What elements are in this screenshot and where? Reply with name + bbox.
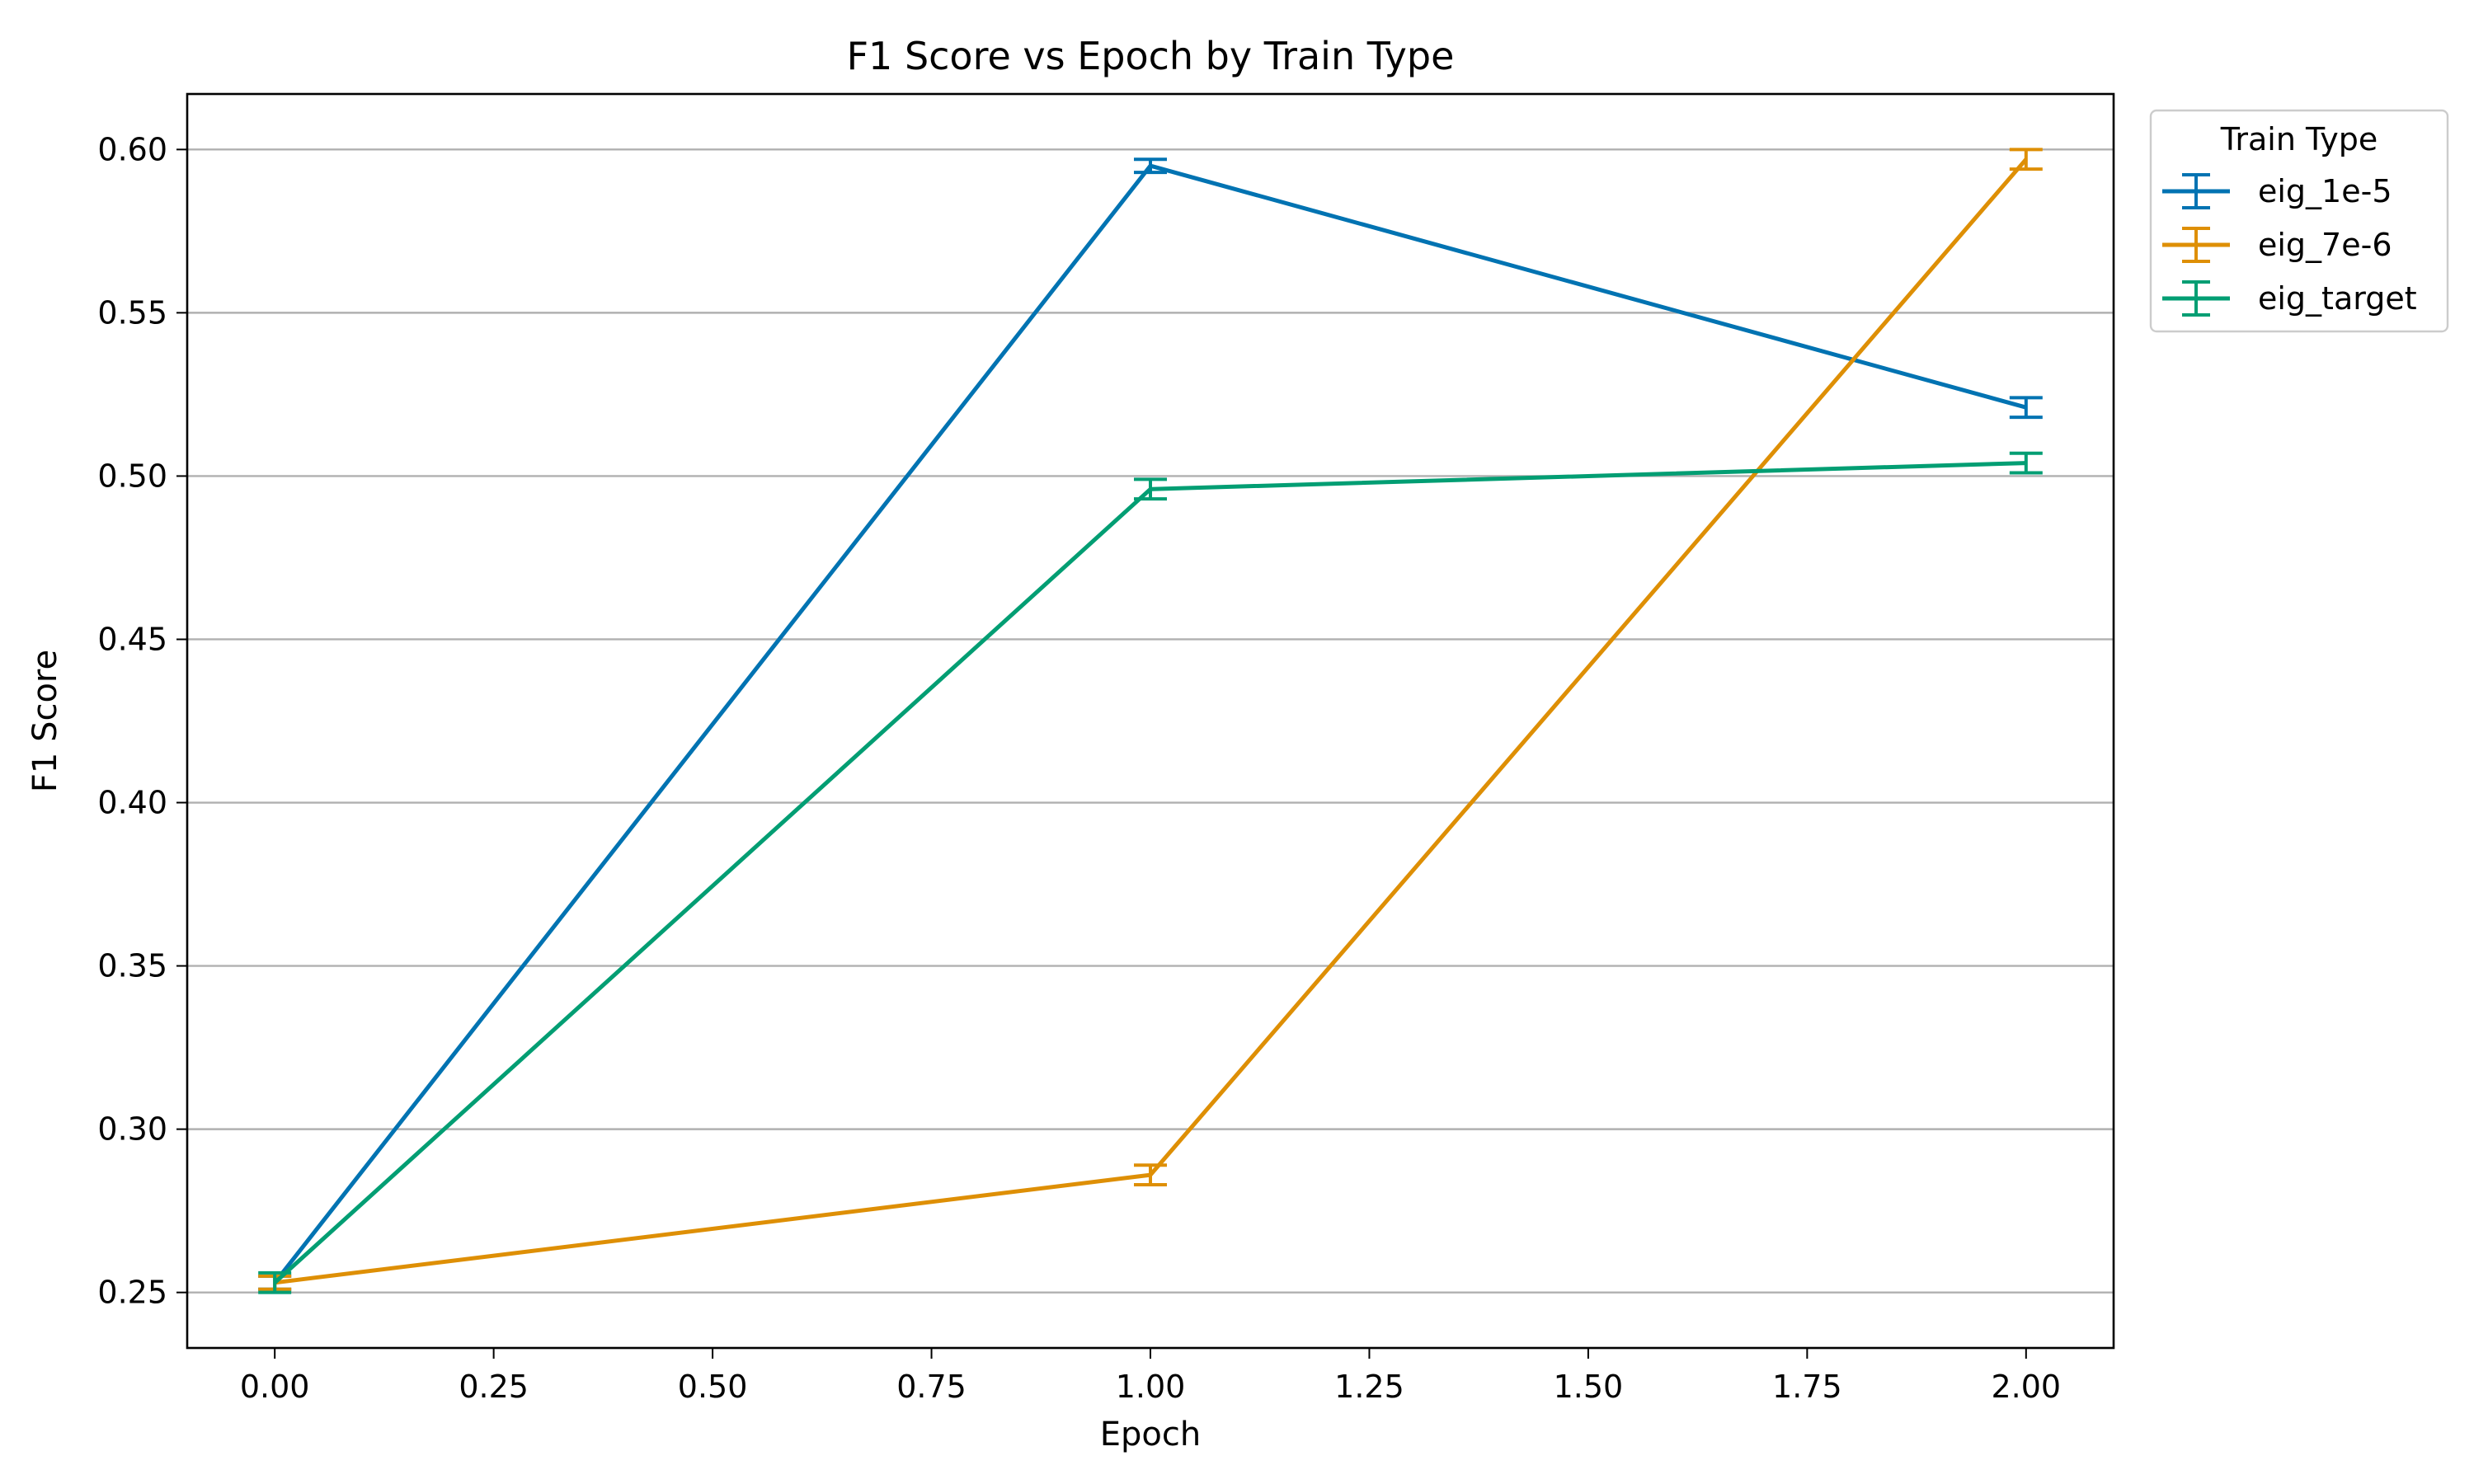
x-tick-label: 1.50: [1554, 1369, 1624, 1405]
y-tick-label: 0.50: [97, 458, 167, 494]
ticks-layer: 0.00 0.25 0.50 0.75 1.00 1.25 1.50 1.75 2.00 0.25…: [97, 131, 2061, 1405]
x-tick-label: 1.25: [1334, 1369, 1404, 1405]
x-tick-label: 1.00: [1116, 1369, 1186, 1405]
error-bar: [258, 1270, 292, 1294]
error-bar: [1134, 157, 1167, 175]
y-tick-label: 0.45: [97, 621, 167, 657]
error-bar: [2009, 396, 2043, 420]
y-tick-label: 0.40: [97, 785, 167, 821]
series-layer: [258, 148, 2043, 1294]
legend-item: eig_target: [2162, 280, 2417, 317]
series-eig_7e-6: [258, 148, 2043, 1291]
y-tick-label: 0.25: [97, 1275, 167, 1311]
legend-label: eig_1e-5: [2258, 173, 2392, 209]
error-bar: [2009, 451, 2043, 475]
x-tick-label: 1.75: [1772, 1369, 1842, 1405]
x-tick-label: 0.00: [240, 1369, 310, 1405]
error-bar: [1134, 1163, 1167, 1186]
legend-item: eig_7e-6: [2162, 227, 2392, 263]
grid-layer: [187, 148, 2114, 1294]
y-tick-label: 0.30: [97, 1111, 167, 1148]
legend-title: Train Type: [2220, 121, 2378, 157]
legend-box: [2149, 109, 2449, 333]
x-axis-label: Epoch: [1100, 1416, 1201, 1453]
legend-label: eig_target: [2258, 280, 2417, 317]
error-bar: [2009, 148, 2043, 171]
y-tick-label: 0.60: [97, 131, 167, 167]
x-tick-label: 0.50: [678, 1369, 748, 1405]
y-tick-label: 0.55: [97, 294, 167, 331]
x-tick-label: 0.25: [459, 1369, 529, 1405]
series-eig_target: [258, 451, 2043, 1294]
legend-item: eig_1e-5: [2162, 173, 2392, 209]
y-tick-label: 0.35: [97, 948, 167, 984]
x-tick-label: 2.00: [1992, 1369, 2062, 1405]
chart-title: F1 Score vs Epoch by Train Type: [847, 34, 1455, 78]
x-tick-label: 0.75: [896, 1369, 967, 1405]
legend-label: eig_7e-6: [2258, 227, 2392, 263]
legend-items: eig_1e-5 eig_7e-6 eig_target: [2162, 173, 2417, 317]
legend: Train Type eig_1e-5 eig_7e-6 eig_target: [2149, 109, 2449, 333]
y-axis-label: F1 Score: [26, 650, 64, 792]
error-bar: [1134, 477, 1167, 501]
